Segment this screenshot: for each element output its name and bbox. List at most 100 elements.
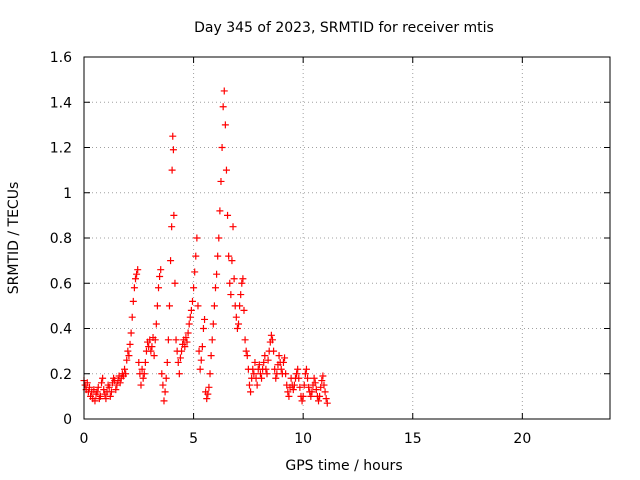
axes: 0 5 10 15 20 0 0.2 0.4 0.6 0.8 1 1.2 1.4 1.6 — [50, 50, 610, 447]
data-point — [147, 347, 155, 355]
data-point — [112, 386, 120, 394]
data-point — [256, 370, 264, 378]
data-point — [285, 392, 293, 400]
data-point — [206, 370, 214, 378]
chart-title: Day 345 of 2023, SRMTID for receiver mti… — [194, 20, 494, 36]
data-point — [151, 336, 159, 344]
x-axis-label: GPS time / hours — [285, 458, 402, 474]
data-point — [232, 313, 240, 321]
data-point — [217, 177, 225, 185]
data-point — [213, 270, 221, 278]
data-point — [167, 257, 175, 265]
data-point — [128, 313, 136, 321]
x-tick-label: 5 — [189, 431, 198, 447]
data-point — [192, 252, 200, 260]
data-point — [157, 266, 165, 274]
data-point — [247, 388, 255, 396]
data-point — [272, 374, 280, 382]
data-point — [298, 397, 306, 405]
data-point — [94, 383, 102, 391]
data-point — [176, 354, 184, 362]
data-point — [121, 365, 129, 373]
y-tick-label: 0.2 — [50, 367, 72, 383]
data-point — [239, 275, 247, 283]
data-point — [308, 388, 316, 396]
data-point — [230, 275, 238, 283]
data-points — [80, 87, 331, 407]
data-point — [98, 379, 106, 387]
data-point — [271, 365, 279, 373]
data-point — [99, 374, 107, 382]
y-tick-label: 0.8 — [50, 231, 72, 247]
data-point — [102, 395, 110, 403]
data-point — [183, 338, 191, 346]
data-point — [304, 374, 312, 382]
data-point — [181, 343, 189, 351]
data-point — [133, 270, 141, 278]
data-point — [227, 291, 235, 299]
data-point — [125, 352, 133, 360]
data-point — [204, 390, 212, 398]
data-point — [140, 370, 148, 378]
data-point — [220, 87, 228, 95]
y-tick-label: 1.2 — [50, 141, 72, 157]
data-point — [191, 268, 199, 276]
data-point — [222, 166, 230, 174]
data-point — [163, 358, 171, 366]
data-point — [153, 302, 161, 310]
data-point — [116, 379, 124, 387]
data-point — [318, 377, 326, 385]
y-tick-label: 1.4 — [50, 95, 72, 111]
data-point — [282, 370, 290, 378]
data-point — [300, 381, 308, 389]
data-point — [134, 266, 142, 274]
data-point — [187, 306, 195, 314]
data-point — [170, 211, 178, 219]
data-point — [219, 103, 227, 111]
data-point — [320, 381, 328, 389]
data-point — [132, 275, 140, 283]
data-point — [195, 347, 203, 355]
y-tick-label: 0 — [63, 412, 72, 428]
data-point — [182, 334, 190, 342]
data-point — [229, 223, 237, 231]
data-point — [168, 166, 176, 174]
data-point — [275, 352, 283, 360]
data-point — [255, 361, 263, 369]
data-point — [155, 284, 163, 292]
data-point — [319, 372, 327, 380]
data-point — [240, 306, 248, 314]
data-point — [197, 356, 205, 364]
y-tick-label: 0.4 — [50, 322, 72, 338]
y-tick-label: 0.6 — [50, 276, 72, 292]
data-point — [289, 386, 297, 394]
data-point — [301, 370, 309, 378]
x-tick-label: 20 — [513, 431, 531, 447]
data-point — [215, 234, 223, 242]
data-point — [190, 284, 198, 292]
data-point — [164, 336, 172, 344]
data-point — [262, 365, 270, 373]
data-point — [124, 347, 132, 355]
data-point — [205, 383, 213, 391]
data-point — [316, 392, 324, 400]
data-point — [193, 234, 201, 242]
x-tick-label: 0 — [80, 431, 89, 447]
data-point — [267, 331, 275, 339]
data-point — [224, 211, 232, 219]
data-point — [293, 370, 301, 378]
data-point — [299, 392, 307, 400]
data-point — [85, 383, 93, 391]
data-point — [253, 381, 261, 389]
data-point — [148, 343, 156, 351]
data-point — [277, 365, 285, 373]
y-tick-label: 1 — [63, 186, 72, 202]
data-point — [295, 374, 303, 382]
data-point — [237, 291, 245, 299]
data-point — [209, 320, 217, 328]
data-point — [251, 358, 259, 366]
data-point — [214, 252, 222, 260]
data-point — [172, 336, 180, 344]
